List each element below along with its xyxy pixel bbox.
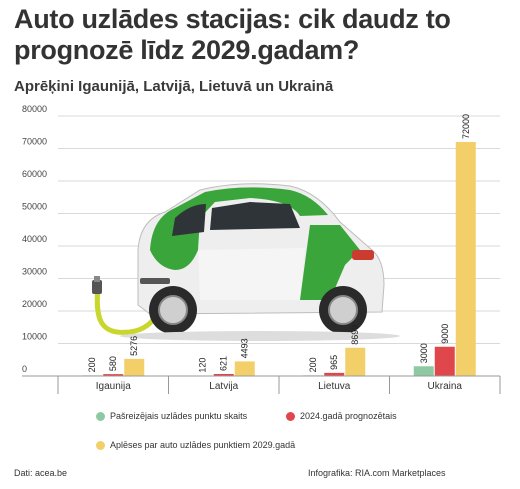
legend-label-current: Pašreizējais uzlādes punktu skaits xyxy=(110,411,248,421)
bar-value-label: 3000 xyxy=(419,343,429,363)
x-tick-label: Lietuva xyxy=(318,381,351,392)
legend-label-2029: Aplēses par auto uzlādes punktiem 2029.g… xyxy=(110,440,296,450)
bar xyxy=(455,142,476,376)
bar xyxy=(234,361,255,376)
bar-chart: 0 10000 20000 30000 40000 50000 60000 70000 8000… xyxy=(22,104,501,394)
bar xyxy=(124,358,145,376)
bar-value-label: 965 xyxy=(329,355,339,370)
bar xyxy=(413,366,434,376)
x-tick-label: Ukraina xyxy=(428,381,463,392)
infographic-credit: Infografika: RIA.com Marketplaces xyxy=(308,468,446,478)
x-tick-label: Igaunija xyxy=(96,381,131,392)
bars-layer: 200 580 5276 120 621 4493 200 965 8699 3000 9000 72… xyxy=(82,114,476,376)
legend-item-2024: 2024.gadā prognozētais xyxy=(286,411,397,421)
bar-value-label: 72000 xyxy=(461,114,471,139)
y-tick-label: 20000 xyxy=(22,299,47,309)
legend-swatch-current xyxy=(96,411,105,421)
y-tick-label: 0 xyxy=(22,364,27,374)
y-axis-tick-labels: 0 10000 20000 30000 40000 50000 60000 70000 8000… xyxy=(22,104,47,374)
data-source: Dati: acea.be xyxy=(14,468,68,478)
legend-swatch-2024 xyxy=(286,411,295,421)
legend-item-current: Pašreizējais uzlādes punktu skaits xyxy=(96,411,247,421)
chart-title: Auto uzlādes stacijas: cik daudz to prog… xyxy=(14,4,451,65)
bar-value-label: 4493 xyxy=(240,338,250,358)
y-tick-label: 30000 xyxy=(22,267,47,277)
bar-value-label: 9000 xyxy=(440,324,450,344)
legend-swatch-2029 xyxy=(96,440,105,450)
bar-value-label: 580 xyxy=(108,356,118,371)
legend-item-2029: Aplēses par auto uzlādes punktiem 2029.g… xyxy=(96,440,295,450)
bar xyxy=(324,372,345,376)
y-tick-label: 80000 xyxy=(22,104,47,114)
bar xyxy=(213,373,234,376)
bar xyxy=(434,346,455,376)
bar xyxy=(103,374,124,376)
bar-value-label: 120 xyxy=(198,358,208,373)
y-tick-label: 60000 xyxy=(22,169,47,179)
bar-value-label: 621 xyxy=(219,356,229,371)
y-tick-label: 10000 xyxy=(22,332,47,342)
bar-value-label: 5276 xyxy=(129,336,139,356)
legend-label-2024: 2024.gadā prognozētais xyxy=(300,411,397,421)
bar-value-label: 200 xyxy=(308,357,318,372)
bar-value-label: 200 xyxy=(87,357,97,372)
chart-subtitle: Aprēķini Igaunijā, Latvijā, Lietuvā un U… xyxy=(14,78,334,95)
x-tick-label: Latvija xyxy=(209,381,238,392)
y-tick-label: 40000 xyxy=(22,234,47,244)
y-tick-label: 70000 xyxy=(22,137,47,147)
y-tick-label: 50000 xyxy=(22,202,47,212)
bar xyxy=(345,347,366,376)
bar-value-label: 8699 xyxy=(350,325,360,345)
electric-car-illustration xyxy=(92,183,400,341)
x-axis: Igaunija Latvija Lietuva Ukraina xyxy=(22,375,501,394)
